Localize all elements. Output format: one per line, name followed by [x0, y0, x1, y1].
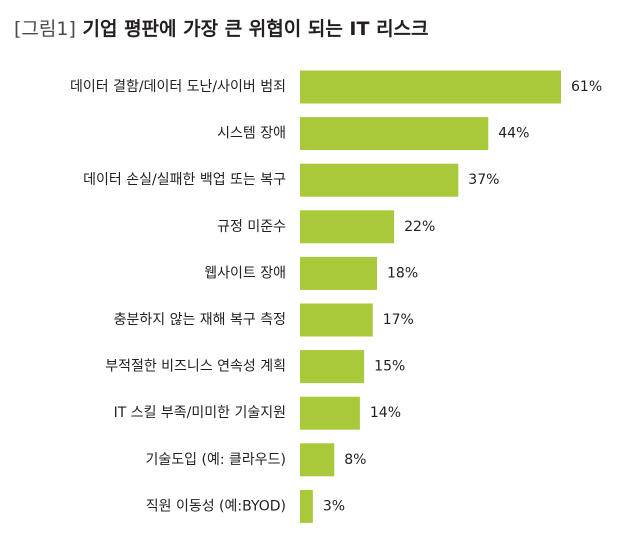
value-label: 44% — [498, 126, 529, 142]
bar — [300, 443, 335, 477]
value-label: 8% — [344, 452, 366, 468]
value-label: 15% — [374, 359, 405, 375]
value-label: 18% — [387, 265, 418, 281]
bar — [300, 210, 395, 244]
bar — [300, 70, 561, 104]
category-label: 기술도입 (예: 클라우드) — [146, 452, 286, 468]
value-label: 22% — [404, 219, 435, 235]
figure-number: [그림1] — [14, 18, 76, 40]
bar — [300, 303, 373, 337]
category-label: 데이터 손실/실패한 백업 또는 복구 — [83, 172, 286, 188]
category-label: 웹사이트 장애 — [204, 265, 286, 281]
chart-title: [그림1] 기업 평판에 가장 큰 위협이 되는 IT 리스크 — [14, 14, 429, 41]
bar — [300, 256, 378, 290]
value-label: 3% — [323, 498, 345, 514]
bar — [300, 489, 313, 523]
category-label: IT 스킬 부족/미미한 기술지원 — [114, 405, 286, 421]
bar — [300, 396, 360, 430]
category-label: 직원 이동성 (예:BYOD) — [146, 498, 286, 514]
category-label: 시스템 장애 — [217, 126, 286, 142]
bar — [300, 163, 459, 197]
value-label: 37% — [468, 172, 499, 188]
value-label: 61% — [571, 79, 602, 95]
category-label: 충분하지 않는 재해 복구 측정 — [114, 312, 286, 328]
chart-title-text: 기업 평판에 가장 큰 위협이 되는 IT 리스크 — [82, 18, 429, 40]
value-label: 17% — [383, 312, 414, 328]
category-label: 부적절한 비즈니스 연속성 계획 — [105, 359, 286, 375]
value-label: 14% — [370, 405, 401, 421]
bar — [300, 350, 365, 384]
category-label: 규정 미준수 — [217, 219, 286, 235]
bar — [300, 117, 489, 151]
category-label: 데이터 결함/데이터 도난/사이버 범죄 — [70, 79, 286, 95]
